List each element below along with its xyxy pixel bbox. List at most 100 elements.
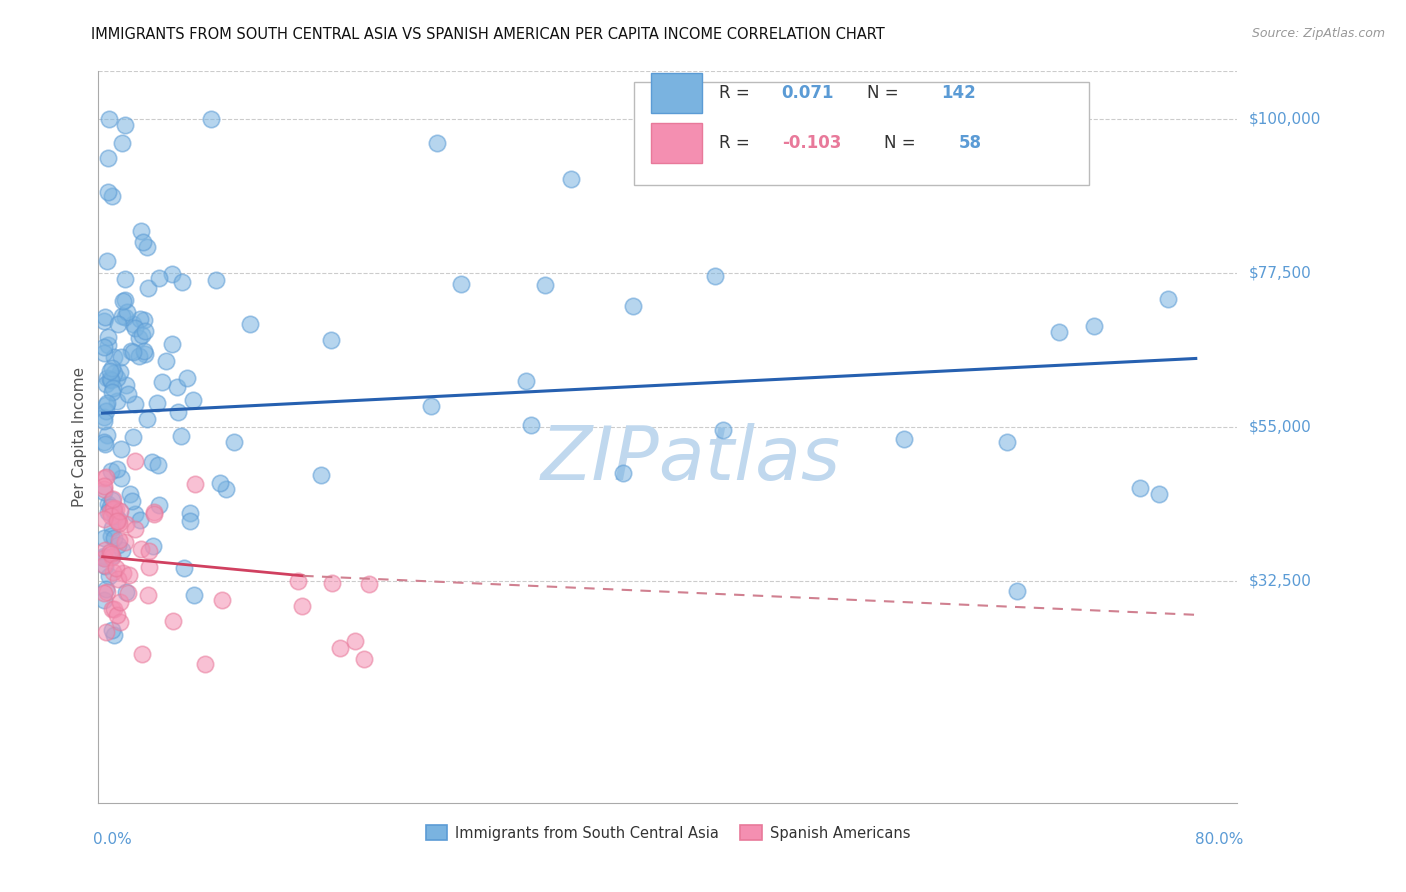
- Point: [114, 293, 136, 307]
- Point: [162, 615, 184, 629]
- Point: [97, 337, 120, 351]
- Text: N =: N =: [884, 134, 921, 152]
- Point: [107, 514, 129, 528]
- Point: [612, 466, 634, 480]
- Point: [104, 502, 127, 516]
- Point: [93, 549, 115, 563]
- Text: 0.071: 0.071: [782, 84, 834, 102]
- Point: [93, 314, 115, 328]
- Point: [103, 351, 125, 365]
- Point: [215, 482, 238, 496]
- Point: [101, 623, 124, 637]
- Point: [101, 491, 124, 506]
- Point: [319, 333, 342, 347]
- Point: [200, 112, 222, 127]
- Point: [170, 276, 193, 290]
- Point: [344, 634, 367, 648]
- Point: [114, 310, 136, 325]
- Point: [103, 501, 125, 516]
- FancyBboxPatch shape: [634, 82, 1090, 185]
- Point: [101, 385, 124, 400]
- Text: 58: 58: [959, 134, 981, 152]
- Point: [101, 188, 124, 202]
- Point: [711, 423, 734, 437]
- Point: [166, 404, 188, 418]
- Point: [101, 360, 124, 375]
- Point: [122, 344, 145, 359]
- Point: [131, 647, 153, 661]
- Point: [103, 565, 125, 579]
- Text: IMMIGRANTS FROM SOUTH CENTRAL ASIA VS SPANISH AMERICAN PER CAPITA INCOME CORRELA: IMMIGRANTS FROM SOUTH CENTRAL ASIA VS SP…: [91, 27, 886, 42]
- Point: [122, 317, 145, 331]
- Point: [96, 396, 118, 410]
- Point: [100, 602, 122, 616]
- Point: [96, 428, 118, 442]
- Point: [114, 119, 136, 133]
- Point: [96, 585, 118, 599]
- Point: [135, 412, 157, 426]
- Point: [134, 347, 156, 361]
- Text: $77,500: $77,500: [1249, 266, 1312, 280]
- Point: [93, 346, 115, 360]
- Point: [94, 559, 117, 574]
- Point: [111, 543, 134, 558]
- Point: [100, 374, 122, 388]
- Point: [107, 572, 129, 586]
- Point: [162, 267, 184, 281]
- Point: [138, 544, 160, 558]
- Point: [103, 628, 125, 642]
- Point: [132, 312, 155, 326]
- Point: [100, 549, 122, 564]
- Point: [136, 588, 159, 602]
- Point: [117, 386, 139, 401]
- Point: [93, 542, 115, 557]
- Point: [169, 429, 191, 443]
- Point: [97, 497, 120, 511]
- Point: [114, 535, 136, 549]
- Point: [107, 317, 129, 331]
- Point: [150, 376, 173, 390]
- Point: [97, 151, 120, 165]
- Text: 80.0%: 80.0%: [1195, 832, 1243, 847]
- Point: [98, 364, 121, 378]
- Point: [146, 396, 169, 410]
- Point: [104, 561, 127, 575]
- Point: [515, 375, 537, 389]
- Text: -0.103: -0.103: [782, 134, 841, 152]
- Point: [321, 575, 343, 590]
- Legend: Immigrants from South Central Asia, Spanish Americans: Immigrants from South Central Asia, Span…: [420, 820, 915, 847]
- Point: [93, 551, 115, 566]
- Point: [96, 404, 118, 418]
- Bar: [651, 73, 702, 113]
- Point: [1129, 481, 1152, 495]
- Point: [131, 328, 153, 343]
- Point: [1083, 318, 1105, 333]
- Point: [124, 507, 146, 521]
- Point: [621, 299, 644, 313]
- Point: [103, 504, 125, 518]
- Point: [93, 485, 115, 500]
- Point: [101, 493, 124, 508]
- Point: [1005, 584, 1028, 599]
- Point: [114, 272, 136, 286]
- Point: [287, 574, 309, 588]
- Point: [132, 235, 155, 249]
- Point: [110, 471, 132, 485]
- Point: [420, 399, 443, 413]
- Point: [124, 522, 146, 536]
- Point: [103, 602, 125, 616]
- Text: R =: R =: [718, 84, 755, 102]
- Point: [93, 471, 115, 485]
- Point: [100, 529, 122, 543]
- Point: [534, 277, 557, 292]
- Point: [94, 310, 117, 325]
- Point: [311, 468, 333, 483]
- Point: [128, 331, 150, 345]
- Point: [108, 533, 131, 547]
- Point: [179, 514, 201, 528]
- Point: [179, 507, 201, 521]
- Point: [426, 136, 449, 150]
- Point: [108, 365, 131, 379]
- Point: [118, 568, 141, 582]
- Point: [115, 378, 138, 392]
